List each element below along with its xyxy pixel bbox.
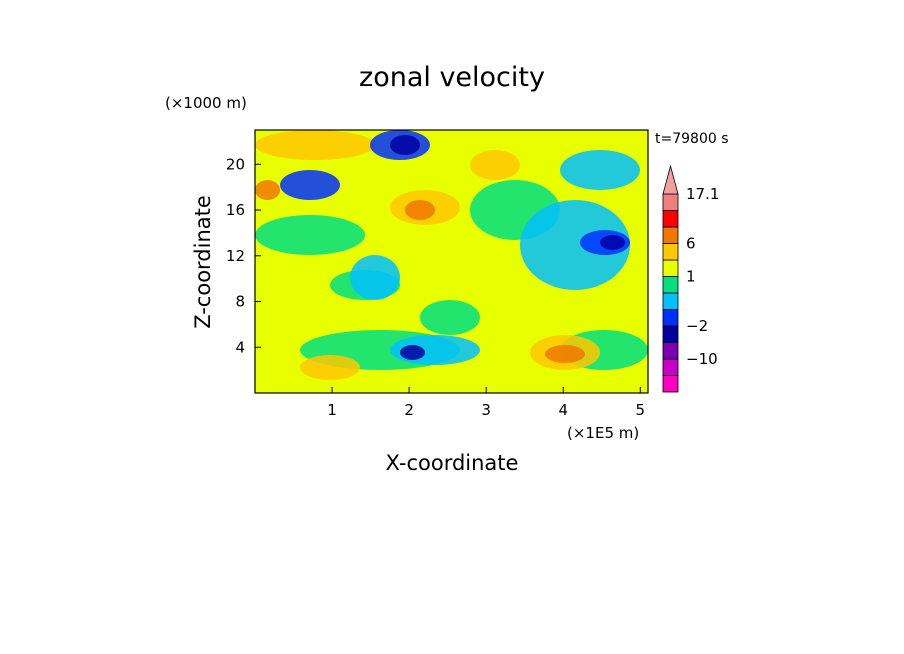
field-patch	[300, 355, 360, 380]
x-axis: 1 2 3 4 5	[327, 387, 645, 419]
colorbar-band	[662, 358, 679, 376]
time-label: t=79800 s	[655, 131, 729, 147]
colorbar-band	[662, 193, 679, 211]
colorbar-band	[662, 210, 679, 228]
x-tick-label: 4	[558, 401, 568, 419]
colorbar-band	[662, 243, 679, 261]
field-patch	[255, 180, 280, 200]
colorbar-band	[662, 342, 679, 360]
y-tick-label: 12	[226, 247, 245, 265]
y-axis-label: Z-coordinate	[191, 195, 215, 329]
x-tick-label: 1	[327, 401, 337, 419]
chart-title: zonal velocity	[359, 62, 545, 93]
y-tick-label: 8	[235, 293, 245, 311]
field-patches	[255, 130, 648, 380]
y-tick-label: 4	[235, 338, 245, 356]
y-tick-label: 20	[226, 155, 245, 173]
colorbar-band	[662, 276, 679, 294]
field-patch	[390, 135, 420, 155]
colorbar-label: 17.1	[686, 185, 719, 203]
y-tick-label: 16	[226, 201, 245, 219]
field-patch	[350, 255, 400, 300]
x-unit-label: (×1E5 m)	[567, 424, 639, 442]
x-tick-label: 3	[481, 401, 491, 419]
x-tick-label: 5	[636, 401, 646, 419]
field-patch	[255, 215, 365, 255]
colorbar-label: 1	[686, 268, 696, 286]
y-axis: 4 8 12 16 20	[226, 155, 261, 356]
colorbar-label: −10	[686, 350, 718, 368]
y-unit-label: (×1000 m)	[165, 94, 247, 112]
colorbar-label: 6	[686, 235, 696, 253]
field-patch	[560, 150, 640, 190]
colorbar-label: −2	[686, 317, 708, 335]
field-patch	[280, 170, 340, 200]
colorbar-band	[662, 226, 679, 244]
colorbar-extend-arrow	[662, 164, 679, 195]
colorbar-band	[662, 292, 679, 310]
colorbar-band	[662, 325, 679, 343]
field-patch	[405, 200, 435, 220]
field-patch	[545, 345, 585, 363]
field-patch	[600, 235, 625, 250]
colorbar-band	[662, 375, 679, 393]
field-patch	[470, 150, 520, 180]
field-patch	[255, 130, 375, 160]
field-patch	[420, 300, 480, 335]
field-patch	[520, 200, 630, 290]
colorbar-band	[662, 309, 679, 327]
heatmap-field	[254, 129, 649, 394]
colorbar-band	[662, 259, 679, 277]
plot-frame	[254, 129, 649, 394]
colorbar: 17.1 6 1 −2 −10	[662, 164, 719, 393]
field-patch	[400, 345, 425, 360]
x-axis-label: X-coordinate	[386, 451, 519, 475]
x-tick-label: 2	[404, 401, 414, 419]
